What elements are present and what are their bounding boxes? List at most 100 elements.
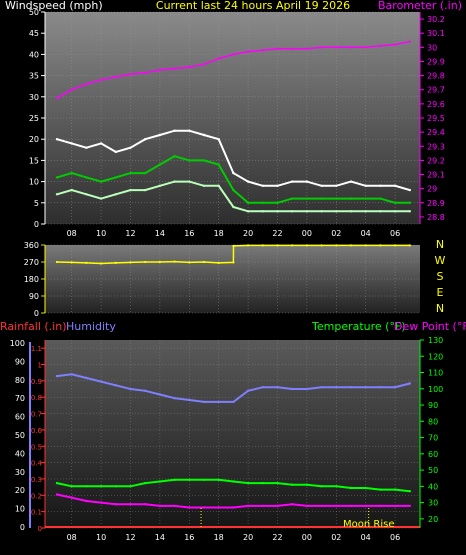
temperature-point bbox=[305, 483, 309, 486]
humidity-tick-label: 90 bbox=[15, 357, 25, 366]
temperature-point bbox=[335, 485, 338, 488]
temperature-axis-label: Temperature (°F) bbox=[311, 320, 406, 333]
humidity-point bbox=[188, 398, 191, 402]
humidity-axis-label: Humidity bbox=[66, 320, 116, 333]
wind-average-point bbox=[202, 159, 206, 162]
humidity-point bbox=[393, 386, 397, 389]
wind-gust-point bbox=[246, 180, 250, 183]
wind-speed-point bbox=[408, 210, 411, 213]
wind-speed-point bbox=[70, 188, 73, 192]
dewpoint-point bbox=[291, 503, 294, 506]
humidity-point bbox=[217, 400, 220, 404]
wind-gust-point bbox=[408, 188, 411, 192]
wind-gust-point bbox=[232, 171, 235, 175]
wind-series bbox=[55, 40, 411, 213]
wind-direction-point bbox=[291, 244, 294, 247]
rain-tick-label: 0.2 bbox=[31, 492, 42, 500]
dewpoint-point bbox=[129, 503, 132, 506]
direction-tick-label: 180 bbox=[24, 275, 39, 284]
barometer-tick-label: 30.1 bbox=[427, 29, 445, 38]
moon-rise-annotation: Moon Rise bbox=[343, 519, 394, 530]
barometer-point bbox=[246, 50, 250, 53]
humidity-x-tick-label: 02 bbox=[331, 533, 341, 542]
temperature-tick-label: 120 bbox=[428, 352, 443, 361]
wind-x-tick-label: 04 bbox=[361, 229, 371, 238]
temperature-point bbox=[364, 486, 367, 490]
barometer-point bbox=[114, 75, 118, 79]
dewpoint-point bbox=[85, 499, 88, 503]
dewpoint-point bbox=[408, 504, 411, 508]
wind-speed-point bbox=[276, 210, 279, 213]
wind-x-tick-label: 18 bbox=[214, 229, 224, 238]
barometer-point bbox=[70, 88, 73, 91]
windspeed-tick-label: 5 bbox=[34, 199, 39, 208]
wind-direction-point bbox=[129, 261, 132, 264]
temperature-tick-label: 20 bbox=[428, 515, 438, 524]
windspeed-tick-label: 40 bbox=[29, 50, 39, 59]
wind-average-point bbox=[70, 171, 73, 175]
humidity-tick-label: 10 bbox=[15, 505, 25, 514]
barometer-tick-label: 29.2 bbox=[427, 156, 445, 165]
wind-speed-point bbox=[246, 210, 250, 213]
humidity-tick-label: 70 bbox=[15, 394, 25, 403]
humidity-point bbox=[129, 387, 132, 391]
rain-tick-label: 0.3 bbox=[31, 476, 42, 484]
humidity-point bbox=[246, 389, 250, 392]
dewpoint-point bbox=[305, 504, 309, 508]
wind-x-tick-label: 06 bbox=[390, 229, 400, 238]
rain-tick-label: 0.5 bbox=[31, 443, 42, 451]
wind-gust-point bbox=[85, 146, 88, 149]
humidity-point bbox=[232, 400, 235, 404]
barometer-point bbox=[335, 46, 338, 49]
humidity-point bbox=[114, 384, 118, 387]
wind-gust-point bbox=[276, 184, 279, 187]
wind-speed-point bbox=[144, 188, 147, 192]
compass-label: S bbox=[437, 270, 444, 283]
direction-tick-label: 0 bbox=[34, 309, 39, 318]
wind-speed-point bbox=[114, 193, 118, 196]
wind-direction-point bbox=[364, 244, 367, 247]
wind-direction-point bbox=[276, 244, 279, 247]
rain-tick-label: 0.6 bbox=[31, 427, 43, 435]
barometer-point bbox=[261, 49, 264, 52]
barometer-tick-label: 30.2 bbox=[427, 15, 445, 24]
wind-x-tick-label: 14 bbox=[155, 229, 165, 238]
wind-average-point bbox=[276, 201, 279, 204]
barometer-tick-label: 29.1 bbox=[427, 171, 445, 180]
temperature-tick-label: 60 bbox=[428, 450, 438, 459]
wind-average-point bbox=[99, 180, 103, 183]
barometer-point bbox=[55, 97, 59, 100]
dewpoint-point bbox=[393, 504, 397, 508]
direction-tick-label: 270 bbox=[24, 258, 39, 267]
wind-average-point bbox=[144, 171, 147, 175]
barometer-point bbox=[320, 46, 323, 49]
wind-direction-point bbox=[70, 261, 73, 264]
compass-label: N bbox=[436, 302, 444, 315]
wind-average-point bbox=[320, 197, 323, 200]
humidity-x-tick-label: 14 bbox=[155, 533, 165, 542]
humidity-x-tick-label: 00 bbox=[302, 533, 312, 542]
wind-direction-point bbox=[114, 261, 117, 264]
temperature-point bbox=[291, 483, 294, 486]
wind-average-point bbox=[261, 201, 264, 204]
dewpoint-point bbox=[55, 493, 59, 496]
wind-gust-point bbox=[202, 133, 206, 137]
windspeed-tick-label: 15 bbox=[29, 156, 39, 165]
wind-average-point bbox=[114, 176, 118, 179]
wind-direction-point bbox=[335, 244, 338, 247]
barometer-point bbox=[99, 78, 103, 82]
barometer-tick-label: 29.8 bbox=[427, 72, 445, 81]
barometer-point bbox=[232, 53, 235, 56]
wind-direction-point bbox=[55, 260, 59, 264]
windspeed-tick-label: 10 bbox=[29, 178, 39, 187]
humidity-point bbox=[276, 386, 279, 389]
temperature-tick-label: 130 bbox=[428, 336, 443, 345]
temperature-point bbox=[379, 488, 382, 491]
wind-speed-point bbox=[261, 210, 264, 213]
wind-gust-point bbox=[379, 184, 382, 187]
wind-direction-point bbox=[394, 244, 397, 247]
barometer-axis-label: Barometer (.in) bbox=[378, 0, 462, 12]
wind-direction-point bbox=[217, 261, 220, 264]
dewpoint-point bbox=[232, 506, 235, 509]
wind-speed-point bbox=[85, 193, 88, 196]
